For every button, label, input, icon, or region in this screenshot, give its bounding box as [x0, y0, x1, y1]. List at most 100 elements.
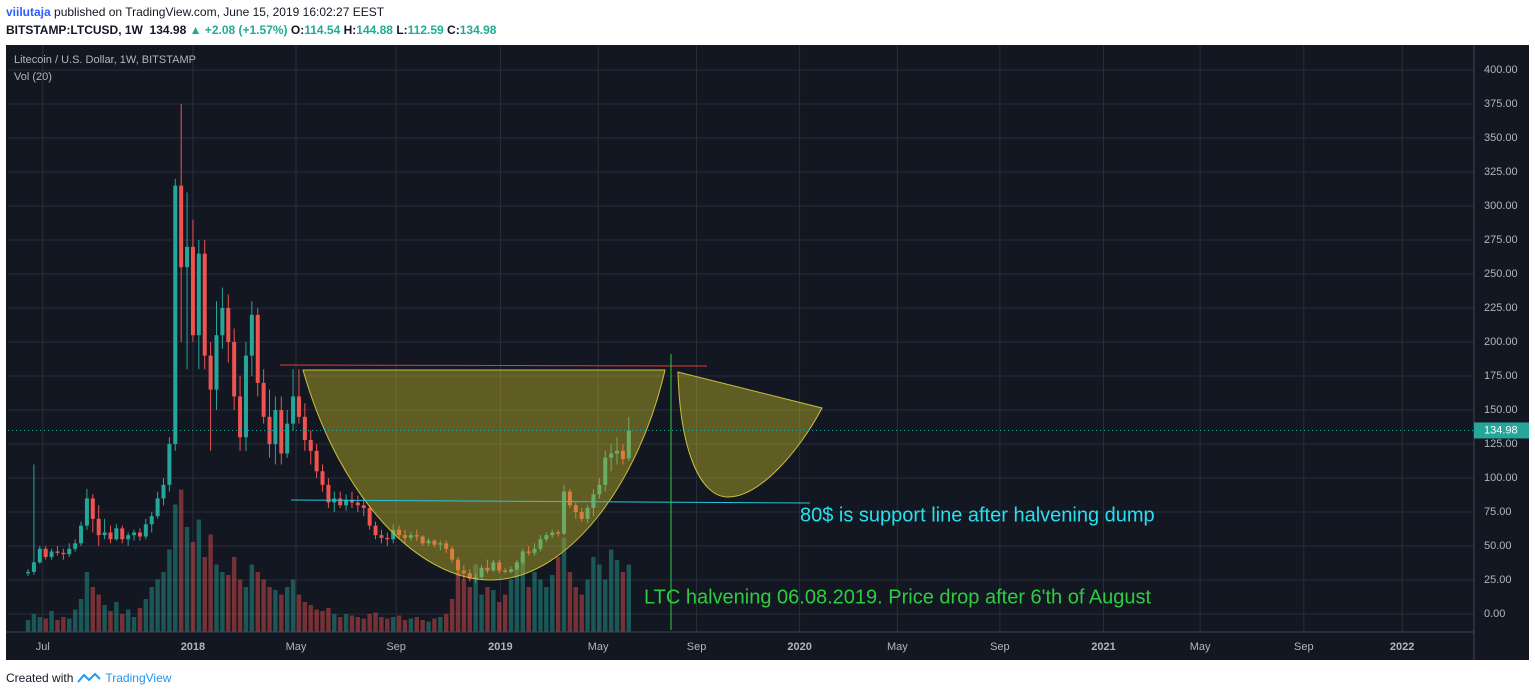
volume-bar: [196, 519, 202, 632]
volume-bar: [178, 489, 184, 632]
created-text: Created with: [6, 671, 74, 685]
candle-body: [90, 498, 95, 519]
candle-body: [308, 439, 313, 451]
volume-bar: [555, 557, 561, 632]
candle-body: [49, 551, 54, 557]
candle-body: [37, 548, 42, 563]
candle-body: [532, 548, 537, 553]
candle-body: [520, 551, 525, 563]
x-tick-label: May: [588, 641, 609, 653]
volume-bar: [284, 587, 290, 632]
candle-body: [273, 410, 278, 445]
candle-body: [120, 528, 125, 540]
volume-bar: [603, 579, 608, 632]
volume-bar: [267, 587, 272, 632]
candle-body: [485, 567, 490, 571]
y-tick-label: 150.00: [1484, 404, 1518, 416]
candle-body: [73, 543, 78, 549]
candle-body: [361, 505, 366, 508]
candle-body: [355, 502, 360, 506]
symbol-line: BITSTAMP:LTCUSD, 1W 134.98 ▲ +2.08 (+1.5…: [6, 21, 496, 39]
candle-body: [26, 571, 31, 574]
chart: 80$ is support line after halvening dump…: [6, 45, 1529, 660]
volume-bar: [367, 614, 372, 632]
volume-bar: [514, 564, 520, 632]
volume-bar: [255, 572, 260, 632]
volume-bar: [320, 611, 325, 632]
volume-title: Vol (20): [14, 71, 52, 83]
volume-bar: [243, 587, 249, 632]
volume-bar: [173, 504, 178, 632]
resistance-line: [279, 364, 708, 367]
x-tick-label: 2021: [1091, 641, 1115, 653]
volume-bar: [84, 572, 90, 632]
candle-body: [61, 552, 66, 555]
volume-bar: [444, 614, 449, 632]
candle-body: [591, 494, 596, 508]
volume-bar: [49, 611, 54, 632]
volume-bar: [302, 602, 308, 632]
candle-body: [326, 484, 331, 503]
volume-bar: [614, 560, 620, 632]
candle-body: [461, 570, 466, 574]
candle-body: [379, 535, 384, 538]
volume-bar: [550, 575, 555, 632]
candle-body: [526, 551, 531, 553]
volume-bar: [508, 579, 514, 632]
volume-bar: [290, 579, 296, 632]
volume-bar: [214, 564, 219, 632]
volume-bar: [379, 617, 384, 632]
candle-body: [249, 314, 254, 356]
volume-bar: [67, 618, 72, 632]
brand[interactable]: TradingView: [105, 671, 172, 685]
x-tick-label: 2019: [488, 641, 512, 653]
volume-bar: [273, 590, 278, 632]
volume-bar: [585, 579, 590, 632]
candle-body: [202, 253, 207, 356]
volume-bar: [532, 572, 537, 632]
volume-bar: [137, 608, 143, 632]
candle-body: [132, 532, 137, 536]
candle-body: [43, 548, 48, 557]
candle-body: [567, 491, 572, 506]
volume-bar: [308, 605, 313, 632]
annotation: LTC halvening 06.08.2019. Price drop aft…: [644, 586, 1152, 608]
volume-bar: [279, 594, 284, 632]
publish-info: published on TradingView.com, June 15, 2…: [54, 5, 385, 19]
candle-body: [320, 471, 325, 485]
last-price-label: 134.98: [1484, 424, 1518, 436]
last-price: 134.98: [149, 23, 187, 37]
handle-shape: [677, 371, 823, 498]
y-tick-label: 375.00: [1484, 98, 1518, 110]
user-name[interactable]: viilutaja: [6, 5, 51, 19]
candle-body: [31, 562, 36, 572]
cup-shape: [302, 369, 666, 581]
volume-bar: [473, 564, 478, 632]
header: viilutaja published on TradingView.com, …: [6, 3, 496, 39]
x-tick-label: 2018: [181, 641, 205, 653]
volume-bar: [167, 549, 172, 632]
candle-body: [579, 512, 584, 519]
candle-body: [143, 524, 148, 537]
volume-bar: [226, 575, 231, 632]
candle-body: [137, 532, 142, 537]
candle-body: [220, 308, 225, 336]
candle-body: [450, 548, 455, 560]
volume-bar: [520, 557, 525, 632]
c-label: C:: [447, 23, 460, 37]
volume-bar: [567, 572, 573, 632]
close-value: 134.98: [459, 23, 497, 37]
volume-bar: [497, 602, 502, 632]
support-line: [290, 499, 811, 504]
candle-body: [291, 396, 296, 424]
volume-bar: [561, 537, 567, 632]
volume-bar: [626, 564, 631, 632]
candle-body: [102, 532, 107, 536]
volume-bar: [408, 618, 414, 632]
volume-bar: [579, 594, 584, 632]
volume-bar: [343, 614, 349, 632]
open-value: 114.54: [304, 23, 341, 37]
candle-body: [190, 246, 195, 336]
volume-bar: [485, 587, 490, 632]
volume-bar: [61, 617, 66, 632]
